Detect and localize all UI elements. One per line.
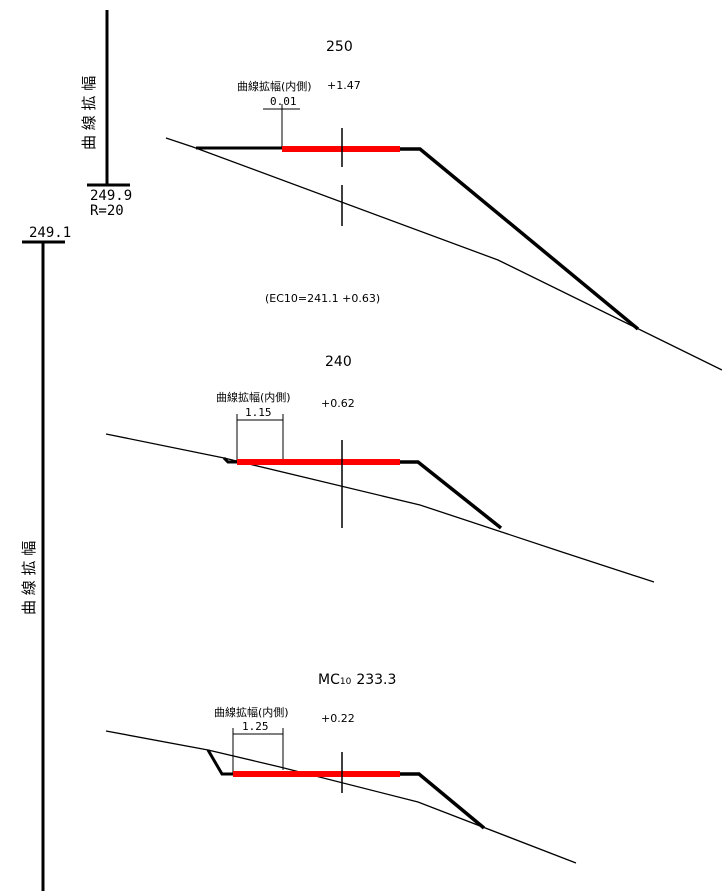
top-scale-label: 曲 線 拡 幅 [80, 76, 98, 150]
road-right-250 [400, 147, 640, 331]
widening-label-240: 曲線拡幅(内側) [216, 390, 291, 404]
left-scale: 249.1 曲 線 拡 幅 [20, 225, 71, 891]
widening-label-250: 曲線拡幅(内側) [237, 79, 312, 93]
road-right-mc [400, 772, 486, 830]
widening-label-mc: 曲線拡幅(内側) [214, 705, 289, 719]
top-scale-value: 249.9 [90, 188, 132, 204]
ground-line-240 [105, 433, 655, 583]
station-240: 240 [325, 354, 352, 370]
elevation-mc: +0.22 [321, 712, 355, 725]
ec-note: (EC10=241.1 +0.63) [265, 292, 380, 305]
ground-line-250 [165, 137, 722, 371]
elevation-240: +0.62 [321, 397, 355, 410]
station-mc-prefix: MC [318, 672, 340, 688]
road-right-240 [400, 460, 503, 530]
widening-value-250: 0.01 [270, 95, 297, 108]
left-scale-value: 249.1 [29, 225, 71, 241]
section-250: 250 曲線拡幅(内側) +1.47 0.01 [165, 39, 722, 371]
station-250: 250 [326, 39, 353, 55]
station-mc-value: 233.3 [356, 672, 396, 688]
station-mc-sub: 10 [340, 677, 352, 687]
widening-value-240: 1.15 [245, 406, 272, 419]
road-left-mc [206, 749, 233, 776]
section-240: 240 曲線拡幅(内側) +0.62 1.15 [105, 354, 655, 583]
road-left-240 [222, 456, 237, 464]
elevation-250: +1.47 [327, 79, 361, 92]
top-scale-radius: R=20 [90, 203, 124, 219]
top-scale: 曲 線 拡 幅 249.9 R=20 [80, 10, 132, 219]
ground-line-mc [105, 730, 577, 864]
station-mc: MC10 233.3 [318, 672, 396, 688]
section-mc: MC10 233.3 曲線拡幅(内側) +0.22 1.25 [105, 672, 577, 864]
left-scale-label: 曲 線 拡 幅 [20, 541, 38, 615]
widening-value-mc: 1.25 [242, 720, 269, 733]
